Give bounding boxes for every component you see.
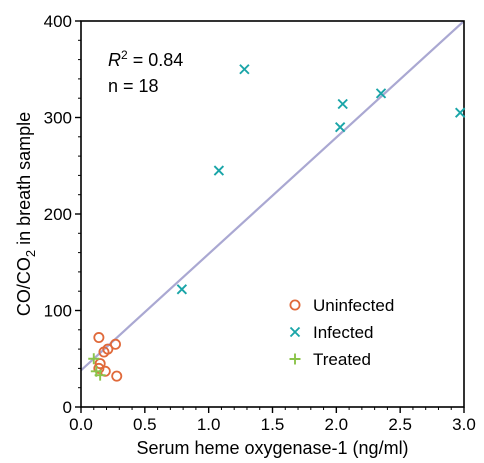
x-tick-label: 0.0 [69, 415, 93, 434]
infected-point [375, 88, 387, 99]
y-tick-label: 100 [44, 302, 72, 321]
n-annotation: n = 18 [108, 76, 159, 96]
infected-point [454, 107, 466, 118]
y-axis-label-suffix: in breath sample [14, 112, 34, 250]
r-squared-annotation: R2 = 0.84 [108, 48, 183, 70]
x-axis-label: Serum heme oxygenase-1 (ng/ml) [136, 438, 408, 458]
infected-point [213, 165, 225, 176]
infected-point [337, 98, 348, 110]
uninfected-point [93, 332, 105, 344]
x-tick-label: 0.5 [133, 415, 157, 434]
y-axis-label: CO/CO2 in breath sample [14, 112, 38, 316]
legend-label-uninfected: Uninfected [313, 296, 394, 315]
y-tick-label: 0 [63, 398, 72, 417]
x-tick-label: 3.0 [452, 415, 476, 434]
infected-point [176, 284, 188, 295]
legend-label-treated: Treated [313, 350, 371, 369]
x-tick-label: 2.5 [388, 415, 412, 434]
r-squared-symbol: R [108, 50, 121, 70]
legend-marker-uninfected [289, 299, 301, 311]
y-tick-label: 400 [44, 12, 72, 31]
treated-point [88, 353, 100, 365]
uninfected-point [102, 343, 114, 355]
y-axis-label-prefix: CO/CO [14, 257, 34, 316]
y-tick-label: 300 [44, 109, 72, 128]
y-tick-label: 200 [44, 205, 72, 224]
fit-line [81, 21, 464, 372]
r-squared-value: = 0.84 [128, 50, 184, 70]
y-axis-label-subscript: 2 [23, 250, 38, 257]
x-tick-label: 1.0 [197, 415, 221, 434]
x-tick-label: 1.5 [261, 415, 285, 434]
uninfected-point [93, 362, 105, 374]
plot-area: 0.0 0.5 1.0 1.5 2.0 2.5 3.0 0 100 200 300 400 Serum … [14, 12, 476, 458]
r-squared-exponent: 2 [121, 48, 128, 62]
uninfected-point [94, 358, 106, 370]
legend-marker-infected [289, 326, 301, 338]
treated-point [94, 369, 106, 381]
legend-marker-treated [289, 353, 301, 365]
infected-point [239, 64, 250, 75]
x-tick-label: 2.0 [325, 415, 349, 434]
uninfected-point [109, 338, 121, 350]
legend-label-infected: Infected [313, 323, 374, 342]
uninfected-point [111, 370, 123, 382]
infected-point [334, 121, 346, 133]
